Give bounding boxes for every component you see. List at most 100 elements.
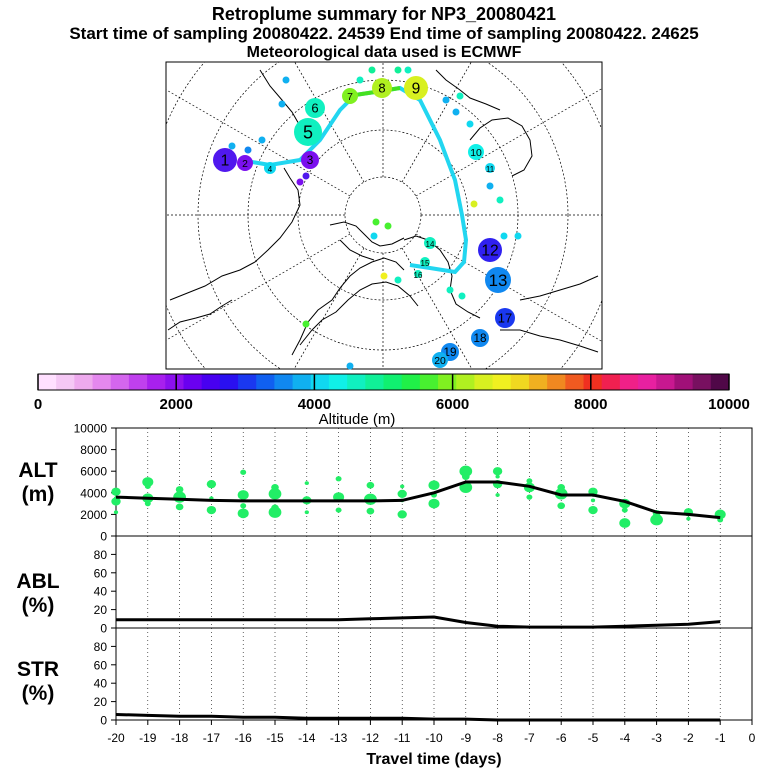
- trajectory-marker-label: 17: [498, 311, 512, 326]
- altitude-particle-point: [206, 505, 217, 515]
- altitude-particle-point: [621, 507, 628, 513]
- panel-label: STR: [17, 658, 59, 681]
- colorbar-swatch: [438, 374, 457, 390]
- y-tick-label: 0: [100, 622, 107, 636]
- colorbar-label: Altitude (m): [319, 411, 396, 428]
- y-tick-label: 0: [100, 530, 107, 544]
- y-tick-label: 40: [94, 585, 108, 599]
- colorbar-swatch: [474, 374, 494, 390]
- colorbar-tick-label: 2000: [160, 396, 193, 413]
- x-tick-label: -15: [266, 731, 284, 745]
- trajectory-marker-label: 13: [489, 271, 508, 290]
- plume-particle: [486, 182, 494, 190]
- trajectory-marker: [237, 155, 253, 171]
- altitude-particle-point: [111, 487, 121, 496]
- altitude-particle-point: [366, 507, 375, 515]
- x-tick-label: -11: [394, 731, 411, 745]
- coastline-segment: [169, 167, 301, 301]
- colorbar-swatch: [383, 374, 403, 390]
- panel-label-units: (%): [22, 682, 55, 705]
- colorbar-swatch: [183, 374, 203, 390]
- colorbar-swatch: [565, 374, 585, 390]
- map-frame: [165, 61, 603, 370]
- plume-particle: [282, 76, 290, 84]
- plume-particle: [244, 146, 252, 154]
- x-tick-label: 0: [749, 731, 756, 745]
- altitude-particle-point: [271, 504, 279, 512]
- colorbar-swatch: [56, 374, 75, 390]
- altitude-particle-point: [650, 514, 663, 526]
- altitude-particle-point: [111, 497, 121, 506]
- colorbar-swatch: [219, 374, 239, 390]
- plume-particle: [394, 66, 402, 74]
- y-tick-label: 80: [94, 548, 108, 562]
- colorbar-swatch: [310, 374, 330, 390]
- plume-particle: [368, 66, 376, 74]
- trajectory-marker-label: 7: [347, 92, 353, 103]
- meridian-line: [415, 88, 602, 197]
- x-tick-label: -13: [330, 731, 348, 745]
- plume-particle: [514, 232, 522, 240]
- coastline-segment: [435, 69, 501, 111]
- plume-particle: [500, 232, 508, 240]
- altitude-particle-point: [240, 503, 247, 509]
- trajectory-marker: [485, 163, 495, 173]
- plume-particle: [302, 172, 310, 180]
- panel-abl: 0 20 40 60 80 ABL(%): [16, 535, 753, 636]
- trajectory-marker: [264, 162, 276, 174]
- x-tick-label: -9: [460, 731, 471, 745]
- trajectory-track: [239, 85, 469, 275]
- trajectory-marker: [414, 270, 422, 278]
- trajectory-marker: [468, 144, 484, 160]
- trajectory-marker: [404, 76, 428, 100]
- x-tick-label: -5: [588, 731, 599, 745]
- colorbar-swatch: [583, 374, 603, 390]
- x-tick-label: -19: [139, 731, 157, 745]
- coastline-segment: [403, 235, 481, 319]
- altitude-particle-point: [428, 480, 440, 491]
- colorbar-swatch: [292, 374, 312, 390]
- trajectory-marker: [471, 329, 489, 347]
- colorbar-swatch: [619, 374, 639, 390]
- altitude-particle-point: [400, 484, 405, 489]
- altitude-particle-point: [240, 469, 247, 475]
- plume-particle: [452, 108, 460, 116]
- colorbar-swatch: [92, 374, 112, 390]
- altitude-particle-point: [335, 507, 342, 513]
- y-tick-label: 60: [94, 566, 108, 580]
- colorbar-swatch: [238, 374, 257, 390]
- trajectory-marker: [478, 238, 502, 262]
- colorbar-swatch: [656, 374, 675, 390]
- trajectory-marker: [432, 352, 448, 368]
- panel-frame: [115, 627, 753, 721]
- altitude-particle-point: [526, 494, 533, 500]
- x-tick-label: -18: [171, 731, 189, 745]
- plume-particle: [394, 276, 402, 284]
- colorbar-swatch: [256, 374, 275, 390]
- altitude-particle-point: [557, 484, 566, 491]
- panel-frame: [115, 535, 753, 629]
- trajectory-marker: [294, 118, 322, 146]
- y-tick-label: 6000: [80, 465, 107, 479]
- plume-particle: [496, 196, 504, 204]
- trajectory-marker: [424, 237, 436, 249]
- colorbar-swatch: [201, 374, 221, 390]
- coastline-segment: [469, 117, 533, 177]
- trajectory-marker-label: 2: [242, 159, 248, 170]
- altitude-particle-point: [397, 489, 407, 499]
- x-tick-label: -10: [425, 731, 443, 745]
- plume-particle: [228, 142, 236, 150]
- colorbar-swatch: [328, 374, 348, 390]
- trajectory-marker-label: 14: [426, 240, 435, 249]
- altitude-particle-point: [206, 480, 217, 489]
- altitude-particle-point: [335, 476, 342, 482]
- plume-particle: [384, 222, 392, 230]
- plume-particle: [258, 136, 266, 144]
- colorbar-swatch: [110, 374, 130, 390]
- colorbar-swatch: [638, 374, 657, 390]
- y-tick-label: 4000: [80, 486, 107, 500]
- trajectory-marker: [342, 88, 358, 104]
- x-tick-label: -12: [362, 731, 380, 745]
